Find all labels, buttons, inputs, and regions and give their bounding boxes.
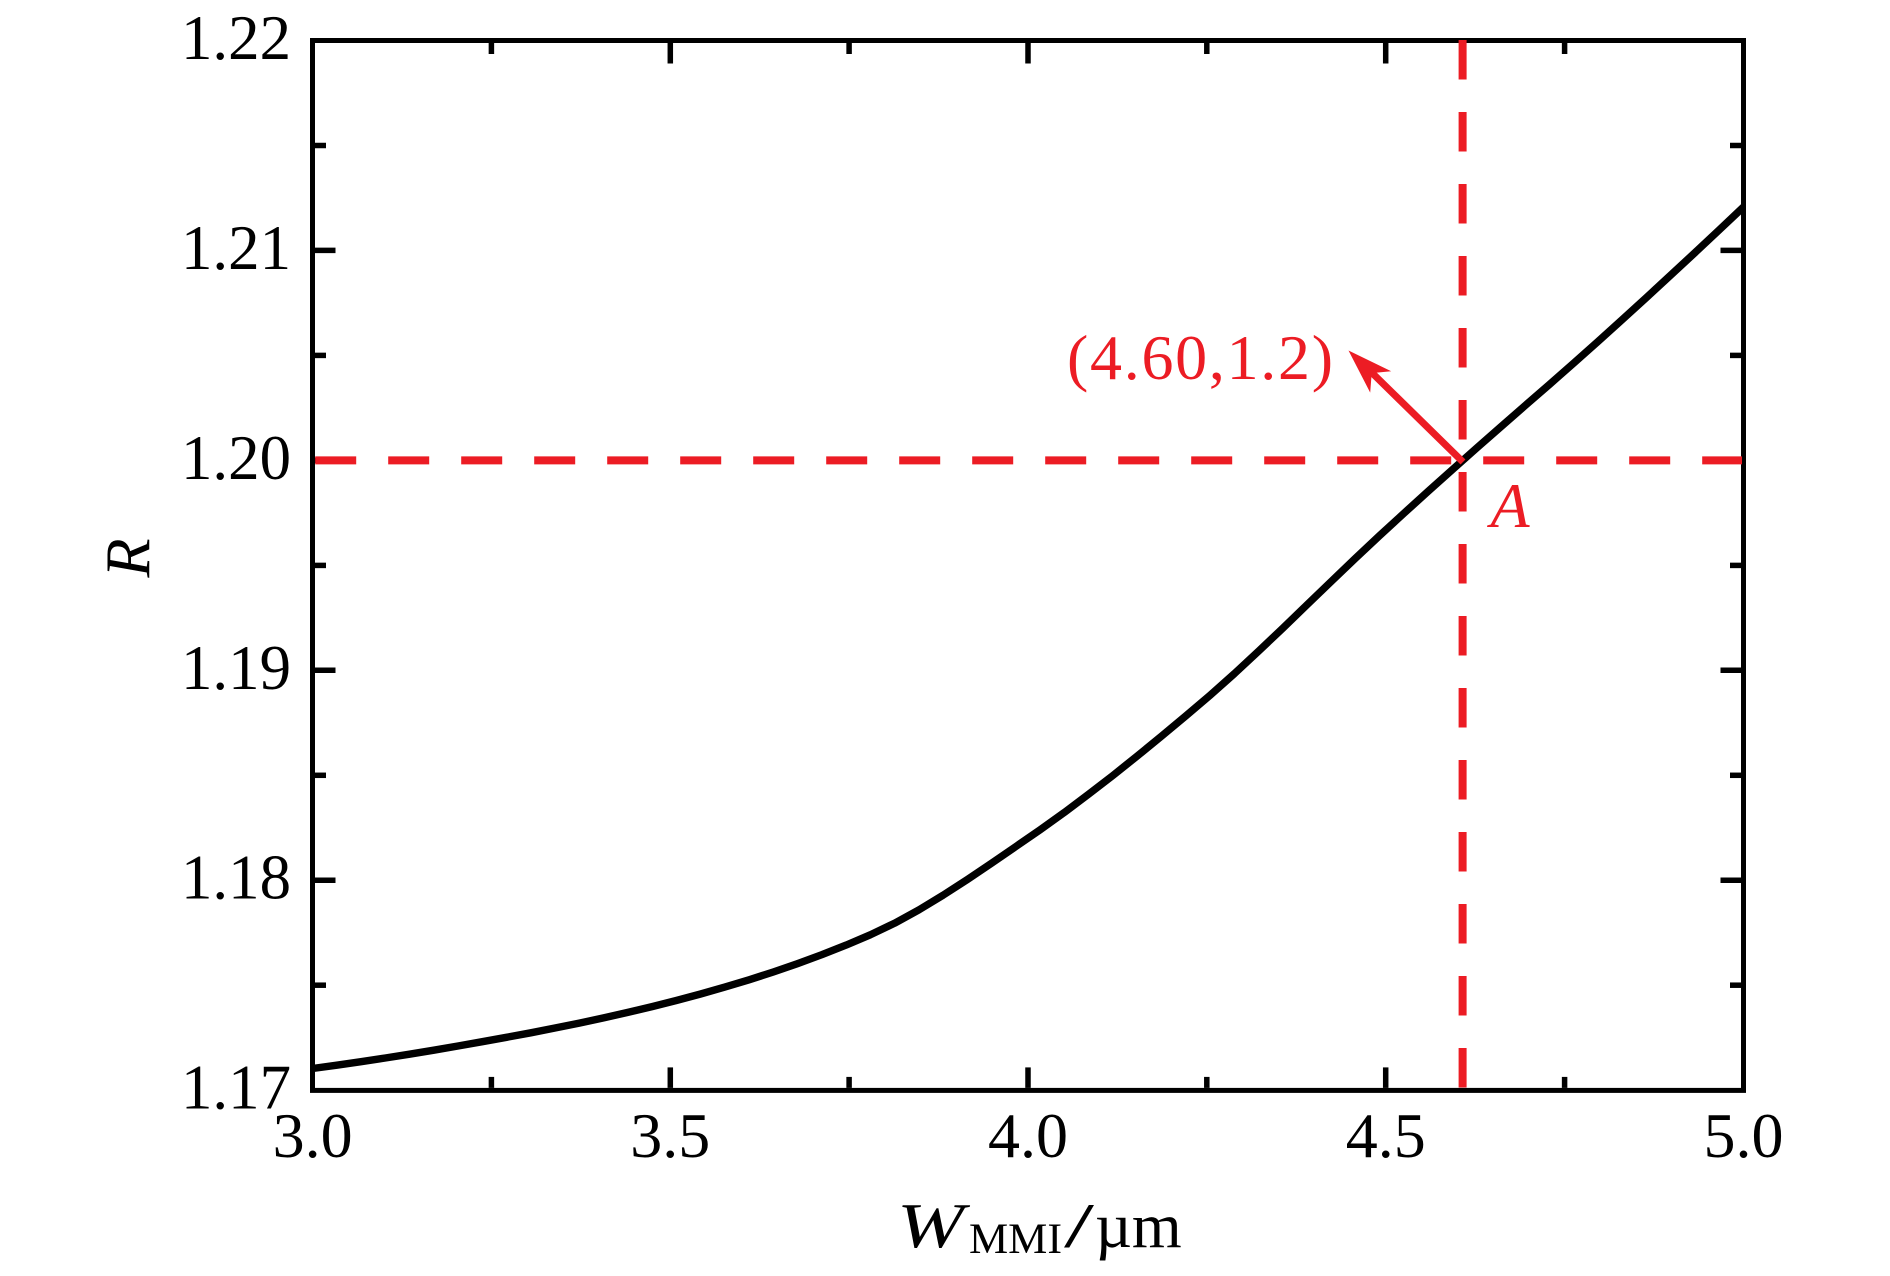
svg-text:1.22: 1.22 xyxy=(181,2,291,73)
svg-text:1.20: 1.20 xyxy=(181,422,291,493)
svg-text:3.0: 3.0 xyxy=(273,1100,353,1171)
svg-text:5.0: 5.0 xyxy=(1704,1100,1784,1171)
svg-text:1.18: 1.18 xyxy=(181,842,291,913)
svg-text:R: R xyxy=(93,538,164,578)
svg-text:/: / xyxy=(1064,1190,1094,1261)
svg-text:A: A xyxy=(1486,470,1530,541)
svg-text:µm: µm xyxy=(1095,1190,1182,1261)
svg-text:1.19: 1.19 xyxy=(181,632,291,703)
svg-text:W: W xyxy=(897,1190,971,1261)
svg-text:3.5: 3.5 xyxy=(630,1100,710,1171)
svg-text:4.0: 4.0 xyxy=(988,1100,1068,1171)
svg-text:(4.60,1.2): (4.60,1.2) xyxy=(1067,322,1333,393)
svg-text:4.5: 4.5 xyxy=(1346,1100,1426,1171)
svg-text:1.17: 1.17 xyxy=(181,1052,291,1123)
svg-text:MMI: MMI xyxy=(969,1216,1062,1263)
svg-text:1.21: 1.21 xyxy=(181,212,291,283)
